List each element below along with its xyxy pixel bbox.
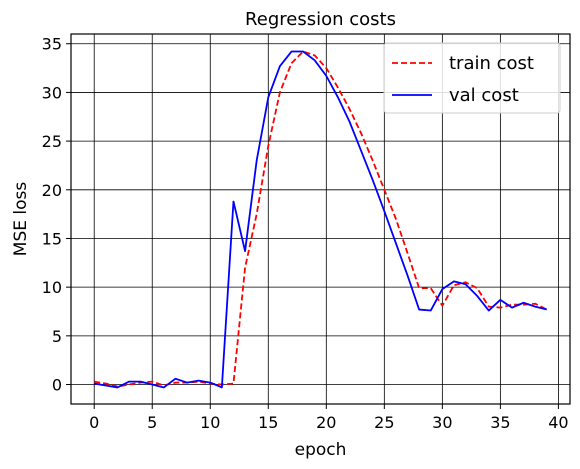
x-tick-label: 35 [490, 413, 510, 432]
legend-label-val-cost: val cost [449, 85, 519, 106]
legend: train cost val cost [383, 42, 561, 114]
x-tick-label: 5 [147, 413, 157, 432]
series-line-val-cost [94, 50, 548, 389]
chart-title: Regression costs [245, 9, 396, 30]
y-tick-label: 35 [42, 35, 62, 54]
y-tick-label: 30 [42, 83, 62, 102]
y-tick-label: 15 [42, 229, 62, 248]
axis-ticks: 0 5 10 15 20 25 30 35 40 0 5 10 15 20 25 30 35 [42, 35, 569, 432]
plot-frame [70, 33, 571, 405]
y-tick-label: 5 [52, 327, 62, 346]
series-lines [94, 50, 548, 389]
x-tick-label: 15 [258, 413, 278, 432]
legend-label-train-cost: train cost [449, 53, 534, 74]
x-tick-label: 40 [548, 413, 568, 432]
x-axis-title: epoch [295, 440, 347, 460]
y-axis-title: MSE loss [11, 182, 31, 257]
x-tick-label: 20 [316, 413, 336, 432]
x-tick-label: 30 [432, 413, 452, 432]
x-tick-label: 10 [200, 413, 220, 432]
y-tick-label: 10 [42, 278, 62, 297]
y-tick-label: 25 [42, 132, 62, 151]
y-tick-label: 20 [42, 181, 62, 200]
x-tick-label: 25 [374, 413, 394, 432]
y-tick-label: 0 [52, 376, 62, 395]
x-tick-label: 0 [89, 413, 99, 432]
